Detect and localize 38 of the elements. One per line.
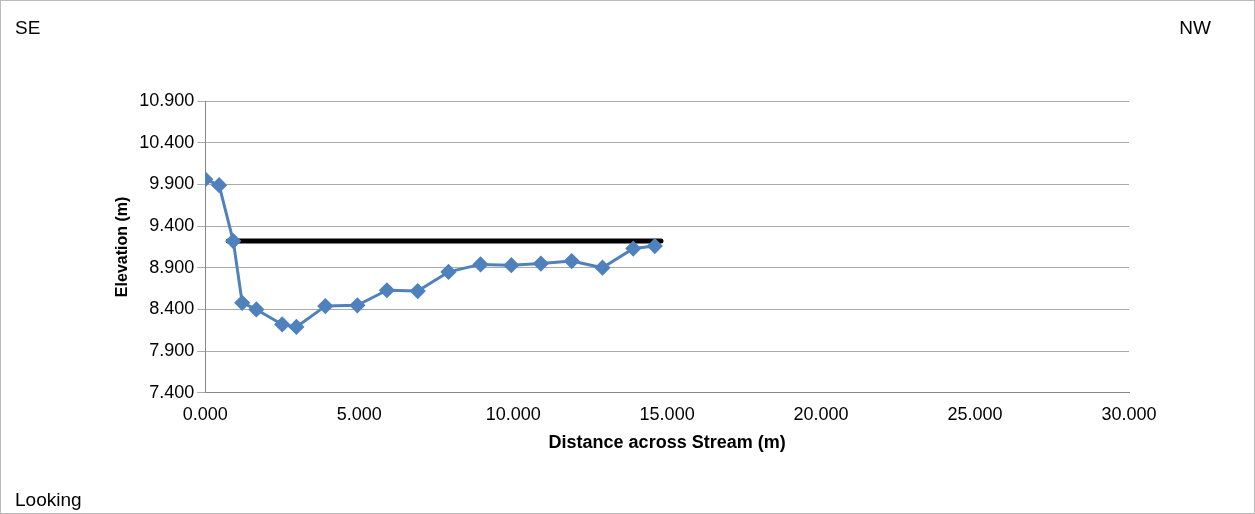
point bbox=[349, 297, 365, 313]
x-tick-label: 30.000 bbox=[1101, 403, 1157, 424]
text: Looking bbox=[15, 488, 82, 510]
x-tick-label: 15.000 bbox=[639, 403, 695, 424]
y-tick-label: 10.900 bbox=[139, 89, 195, 110]
point bbox=[647, 238, 663, 254]
point bbox=[248, 301, 264, 317]
point bbox=[503, 257, 519, 273]
y-tick-label: 10.400 bbox=[139, 131, 195, 152]
y-tick-label: 8.400 bbox=[149, 298, 195, 319]
point bbox=[317, 298, 333, 314]
point bbox=[410, 283, 426, 299]
point bbox=[211, 177, 227, 193]
x-axis-title: Distance across Stream (m) bbox=[548, 432, 786, 453]
point bbox=[379, 282, 395, 298]
point bbox=[533, 256, 549, 272]
x-tick-label: 10.000 bbox=[485, 403, 541, 424]
x-tick-label: 20.000 bbox=[793, 403, 849, 424]
x-tick-label: 0.000 bbox=[182, 403, 228, 424]
y-tick-label: 7.400 bbox=[149, 381, 195, 402]
point bbox=[441, 264, 457, 280]
x-tick-label: 5.000 bbox=[336, 403, 382, 424]
point bbox=[564, 253, 580, 269]
point bbox=[274, 316, 290, 332]
point bbox=[625, 241, 641, 257]
point bbox=[288, 319, 304, 335]
y-tick-label: 9.400 bbox=[149, 215, 195, 236]
x-tick-label: 25.000 bbox=[947, 403, 1003, 424]
point bbox=[234, 295, 250, 311]
y-tick-label: 7.900 bbox=[149, 340, 195, 361]
point bbox=[473, 256, 489, 272]
text: SE bbox=[15, 16, 41, 38]
y-tick-label: 9.900 bbox=[149, 173, 195, 194]
point bbox=[225, 233, 241, 249]
y-axis-title: Elevation (m) bbox=[113, 196, 131, 298]
y-tick-label: 8.900 bbox=[149, 256, 195, 277]
text: NW bbox=[1179, 16, 1212, 38]
point bbox=[594, 260, 610, 276]
